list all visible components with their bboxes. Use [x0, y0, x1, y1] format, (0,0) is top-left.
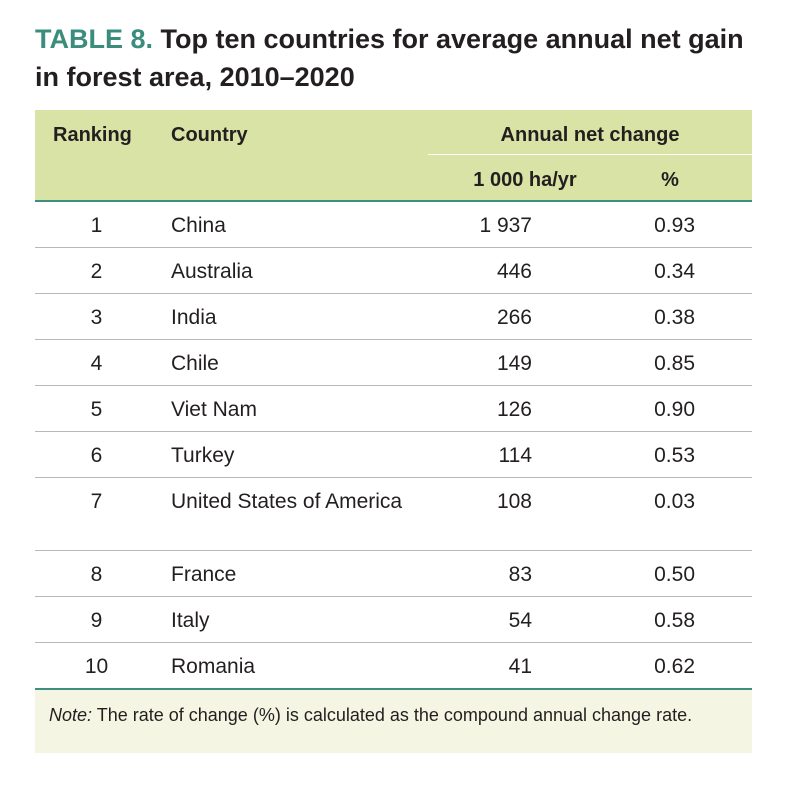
cell-percent: 0.38	[654, 306, 695, 329]
table-number-label: TABLE 8.	[35, 24, 154, 54]
table-title: TABLE 8. Top ten countries for average a…	[35, 20, 755, 96]
cell-percent: 0.62	[654, 655, 695, 678]
table-row: 7 United States of America 108 0.03	[35, 478, 752, 551]
table-row: 6 Turkey 114 0.53	[35, 432, 752, 478]
cell-ha-per-yr: 1 937	[479, 214, 532, 237]
cell-country: China	[171, 214, 226, 237]
cell-country: Australia	[171, 260, 253, 283]
cell-country: Italy	[171, 609, 210, 632]
cell-ranking: 9	[90, 609, 103, 632]
table-row: 9 Italy 54 0.58	[35, 597, 752, 643]
cell-percent: 0.93	[654, 214, 695, 237]
cell-country: Viet Nam	[171, 398, 257, 421]
cell-country: United States of America	[171, 490, 403, 513]
cell-ranking: 1	[90, 214, 103, 237]
table-row: 10 Romania 41 0.62	[35, 643, 752, 690]
cell-country: Turkey	[171, 444, 235, 467]
table-row: 5 Viet Nam 126 0.90	[35, 386, 752, 432]
cell-country: Romania	[171, 655, 256, 678]
cell-ranking: 8	[90, 563, 103, 586]
cell-ranking: 5	[90, 398, 103, 421]
note-text: The rate of change (%) is calculated as …	[96, 705, 693, 725]
table-row: 1 China 1 937 0.93	[35, 202, 752, 248]
header-ranking: Ranking	[53, 124, 132, 146]
cell-ha-per-yr: 114	[498, 444, 532, 467]
data-table: Ranking Country Annual net change 1 000 …	[35, 110, 752, 753]
cell-percent: 0.34	[654, 260, 695, 283]
cell-ranking: 2	[90, 260, 103, 283]
cell-ranking: 4	[90, 352, 103, 375]
cell-ha-per-yr: 41	[508, 655, 532, 678]
cell-ranking: 7	[90, 490, 103, 513]
table-row: 8 France 83 0.50	[35, 551, 752, 597]
cell-ranking: 6	[90, 444, 103, 467]
table-row: 3 India 266 0.38	[35, 294, 752, 340]
cell-ha-per-yr: 83	[508, 563, 532, 586]
header-divider	[428, 154, 752, 155]
cell-ha-per-yr: 266	[496, 306, 532, 329]
header-country: Country	[171, 124, 248, 146]
table-header: Ranking Country Annual net change 1 000 …	[35, 110, 752, 202]
cell-country: India	[171, 306, 217, 329]
cell-ha-per-yr: 54	[508, 609, 532, 632]
cell-ha-per-yr: 108	[496, 490, 532, 513]
header-percent: %	[661, 169, 679, 191]
cell-percent: 0.85	[654, 352, 695, 375]
header-annual-net-change: Annual net change	[500, 124, 680, 146]
table-row: 2 Australia 446 0.34	[35, 248, 752, 294]
table-note: Note: The rate of change (%) is calculat…	[35, 690, 752, 753]
cell-country: France	[171, 563, 237, 586]
cell-percent: 0.90	[654, 398, 695, 421]
cell-percent: 0.58	[654, 609, 695, 632]
cell-ha-per-yr: 446	[496, 260, 532, 283]
note-label: Note:	[49, 705, 93, 725]
cell-percent: 0.50	[654, 563, 695, 586]
cell-percent: 0.03	[654, 490, 695, 513]
cell-country: Chile	[171, 352, 219, 375]
table-row: 4 Chile 149 0.85	[35, 340, 752, 386]
cell-ha-per-yr: 126	[496, 398, 532, 421]
cell-ranking: 10	[84, 655, 109, 678]
table-body: 1 China 1 937 0.93 2 Australia 446 0.34 3 India 26…	[35, 202, 752, 690]
cell-ranking: 3	[90, 306, 103, 329]
table-title-text: Top ten countries for average annual net…	[35, 24, 744, 92]
cell-percent: 0.53	[654, 444, 695, 467]
cell-ha-per-yr: 149	[496, 352, 532, 375]
header-ha-per-yr: 1 000 ha/yr	[473, 169, 577, 191]
